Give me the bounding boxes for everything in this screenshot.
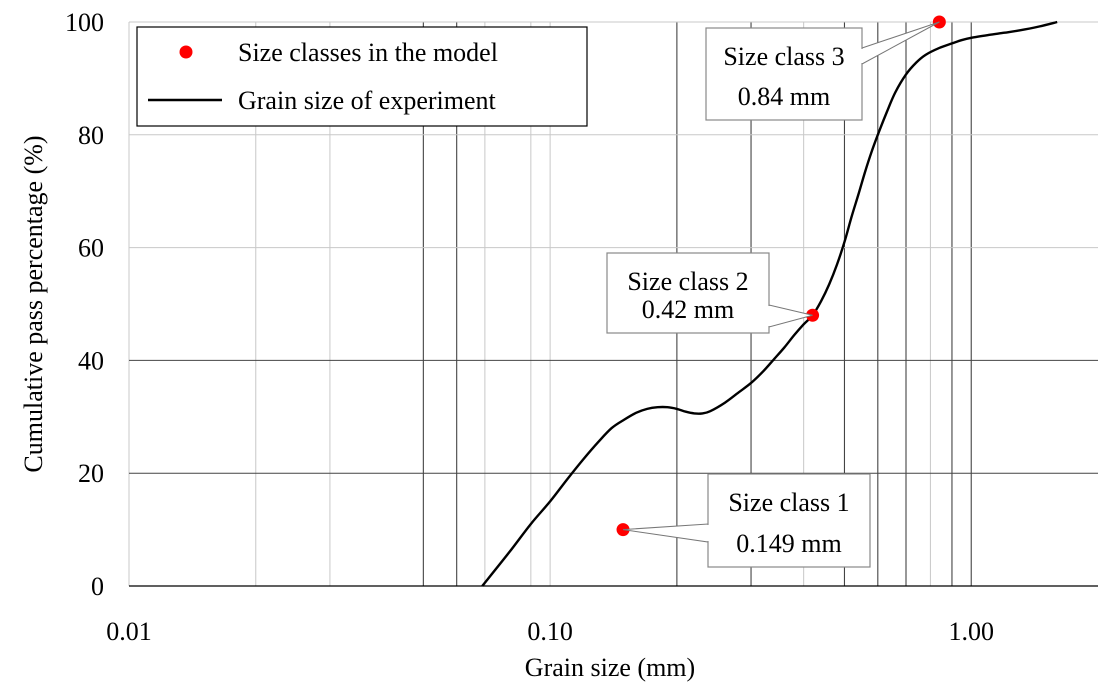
x-tick-label: 1.00	[948, 617, 994, 646]
y-axis-label: Cumulative pass percentage (%)	[19, 135, 48, 472]
axes: 0.01 0.10 1.00 0 20 40 60 80 100	[65, 8, 1098, 646]
annotation-title-size-class-1: Size class 1	[728, 488, 849, 517]
annotation-title-size-class-3: Size class 3	[723, 42, 844, 71]
legend-marker-size-classes	[179, 45, 193, 59]
y-tick-label: 20	[78, 459, 104, 488]
annotations: Size class 1 0.149 mm Size class 20.42 mm S…	[606, 21, 940, 568]
y-tick-label: 40	[78, 346, 104, 375]
annotation-title-size-class-2: Size class 2	[627, 267, 748, 296]
annotation-value-size-class-1: 0.149 mm	[736, 529, 841, 558]
x-tick-label: 0.10	[527, 617, 573, 646]
legend-box	[136, 26, 588, 127]
y-tick-label: 0	[91, 572, 104, 601]
annotation-value-size-class-2: 0.42 mm	[642, 295, 734, 324]
legend: Size classes in the model Grain size of …	[136, 26, 588, 127]
y-tick-label: 60	[78, 234, 104, 263]
series-line-grain-size	[481, 20, 1058, 587]
annotation-box-size-class-1	[707, 473, 871, 568]
legend-label-size-classes: Size classes in the model	[238, 38, 498, 67]
annotation-box-size-class-2	[606, 252, 770, 334]
x-tick-label: 0.01	[106, 617, 152, 646]
legend-label-grain-size: Grain size of experiment	[238, 86, 497, 115]
y-tick-label: 80	[78, 121, 104, 150]
annotation-box-size-class-3	[705, 27, 863, 121]
x-axis-label: Grain size (mm)	[525, 653, 695, 682]
annotation-value-size-class-3: 0.84 mm	[738, 82, 830, 111]
y-tick-label: 100	[65, 8, 104, 37]
